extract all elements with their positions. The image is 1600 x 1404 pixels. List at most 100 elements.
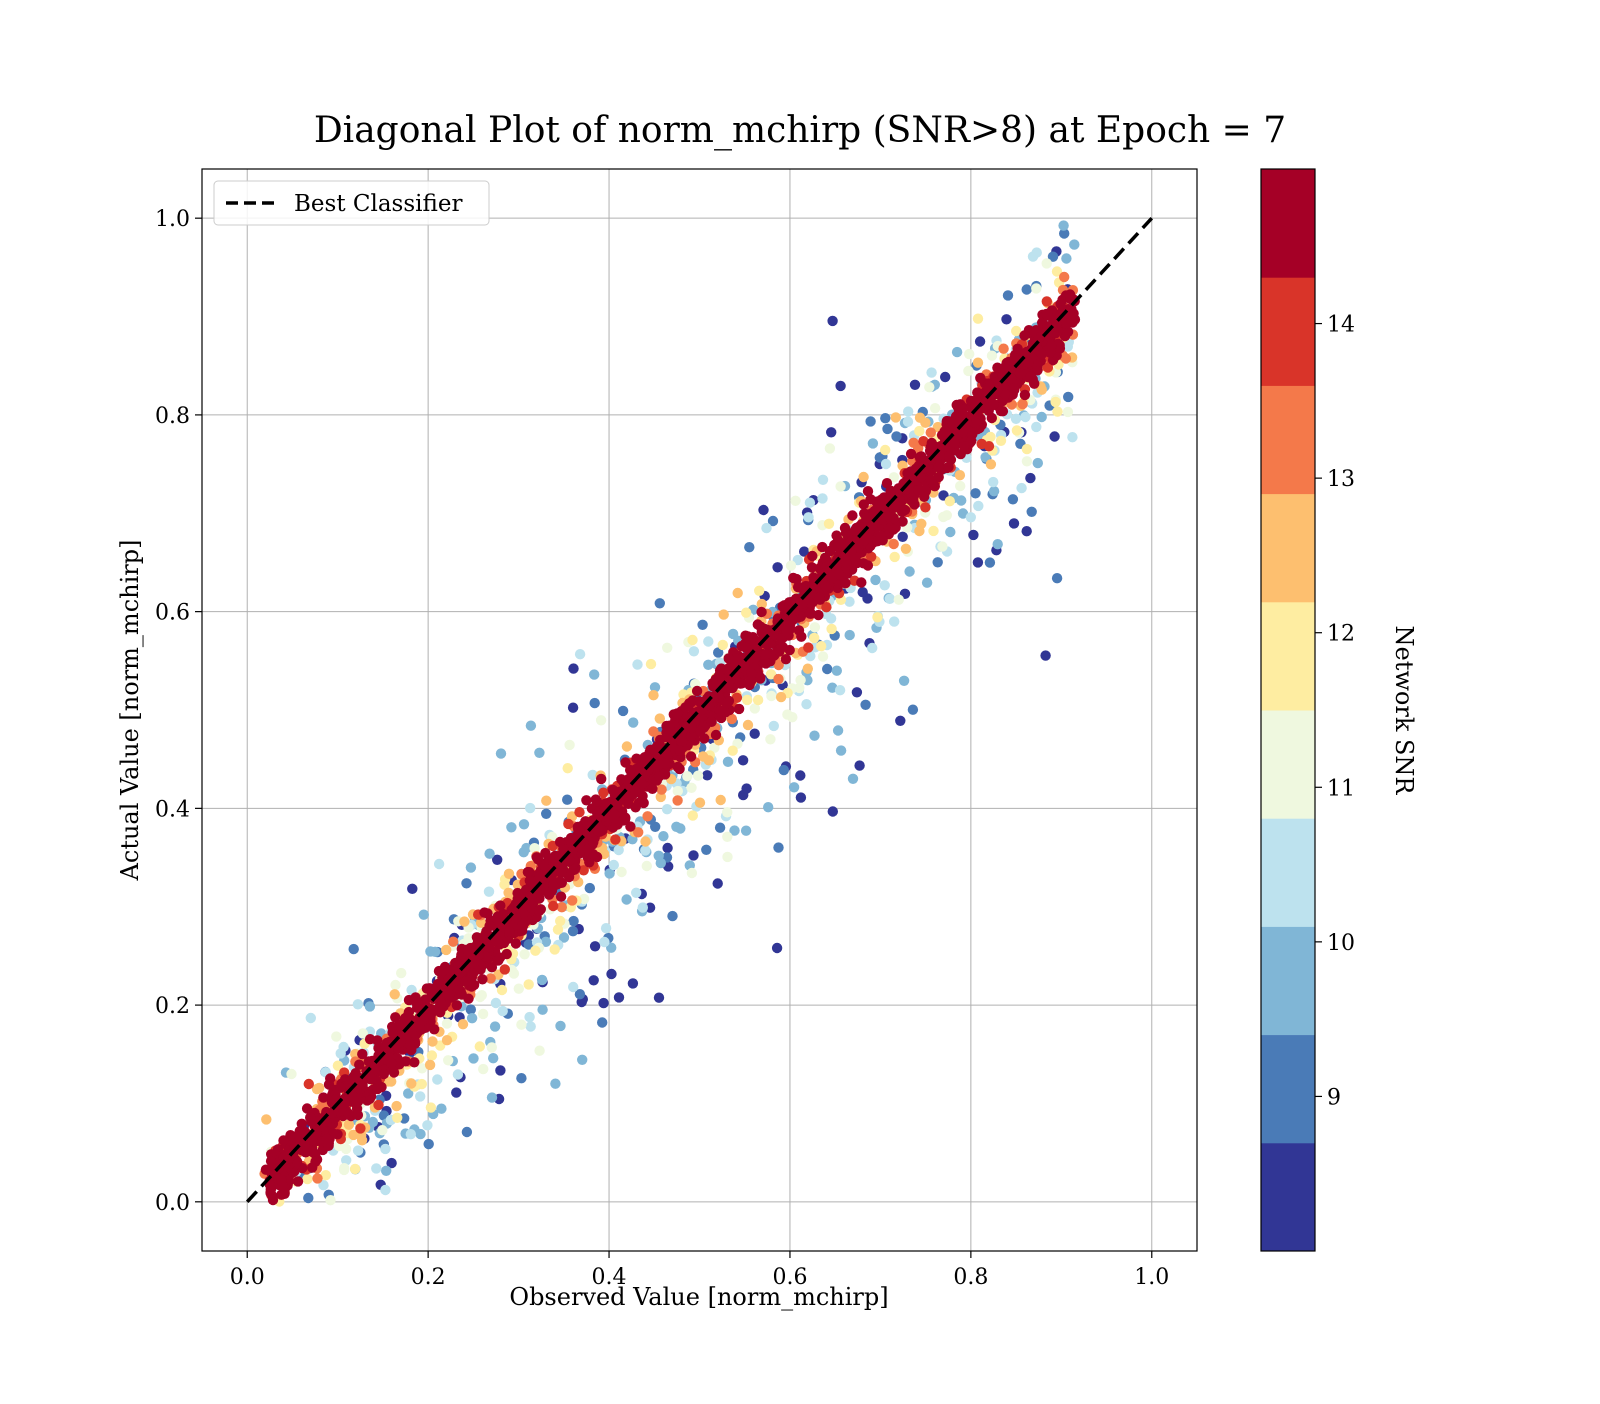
scatter-point [608,859,619,871]
scatter-point [983,441,995,452]
scatter-point [763,802,774,813]
scatter-point [404,1039,416,1050]
scatter-point [371,1163,382,1174]
scatter-point [1059,271,1070,283]
scatter-point [982,382,994,393]
scatter-point [952,402,964,413]
scatter-point [656,784,667,795]
scatter-point [767,515,779,527]
scatter-point [390,1012,401,1023]
scatter-point [972,557,984,568]
scatter-point [525,1021,536,1032]
scatter-point [424,1003,435,1014]
scatter-point [625,764,636,776]
scatter-point [597,1017,608,1028]
scatter-point [1036,411,1047,423]
scatter-point [758,504,769,516]
scatter-point [495,900,506,911]
scatter-point [795,770,806,781]
scatter-point [411,996,422,1007]
scatter-point [357,1048,368,1060]
scatter-point [737,755,749,766]
scatter-point [817,541,828,553]
scatter-point [534,747,545,758]
scatter-point [489,1021,501,1032]
scatter-point [703,636,714,647]
scatter-point [867,520,879,531]
scatter-point [937,541,948,552]
scatter-point [714,822,726,833]
scatter-point [1021,443,1033,455]
scatter-point [525,802,536,814]
scatter-point [826,427,837,438]
scatter-point [380,1143,391,1155]
scatter-point [407,883,418,894]
scatter-point [972,387,983,398]
scatter-point [547,879,559,891]
colorbar-bin [1261,169,1315,278]
scatter-point [380,1041,391,1053]
scatter-point [773,673,784,685]
scatter-point [924,382,935,393]
scatter-point [562,794,573,805]
scatter-point [373,1099,384,1111]
scatter-point [421,983,433,994]
scatter-point [803,642,814,653]
scatter-point [477,1008,489,1020]
scatter-point [756,606,767,618]
scatter-point [483,886,495,897]
scatter-point [880,458,892,470]
scatter-point [895,715,906,726]
scatter-point [909,379,921,390]
scatter-point [564,855,575,866]
colorbar-bin [1261,926,1315,1036]
scatter-point [925,475,937,486]
scatter-point [902,416,914,427]
scatter-point [804,608,816,619]
scatter-point [999,362,1011,373]
scatter-point [955,448,966,460]
scatter-point [920,417,931,428]
scatter-point [985,459,997,470]
x-tick-label: 0.4 [592,1265,627,1290]
scatter-point [985,431,996,443]
scatter-point [516,1073,527,1084]
colorbar-bin [1261,601,1315,711]
scatter-point [654,713,665,724]
scatter-point [558,932,570,943]
scatter-point [292,1176,304,1187]
scatter-point [348,943,359,955]
scatter-point [541,795,552,806]
scatter-point [867,642,878,654]
scatter-point [589,941,601,952]
scatter-point [733,703,745,715]
scatter-point [799,546,810,557]
scatter-point [972,357,984,368]
scatter-point [632,659,643,670]
scatter-point [1016,482,1027,494]
scatter-point [645,658,657,670]
scatter-point [875,530,886,542]
scatter-point [519,949,530,960]
scatter-point [840,578,851,589]
scatter-point [973,500,984,512]
scatter-point [599,936,610,948]
colorbar-tick-label: 10 [1327,931,1355,956]
scatter-point [478,1063,489,1075]
scatter-point [568,915,579,927]
scatter-point [495,1065,506,1076]
y-axis-label: Actual Value [norm_mchirp] [116,540,144,882]
scatter-point [534,1045,545,1056]
scatter-point [323,1079,335,1090]
scatter-point [589,697,600,709]
scatter-point [352,1145,364,1156]
scatter-point [1001,314,1012,325]
scatter-point [955,480,966,492]
scatter-point [1031,283,1042,294]
scatter-point [904,566,915,577]
scatter-point [928,525,939,537]
scatter-point [325,1195,336,1206]
scatter-point [529,843,540,854]
scatter-point [305,1112,316,1123]
scatter-point [988,486,1000,497]
